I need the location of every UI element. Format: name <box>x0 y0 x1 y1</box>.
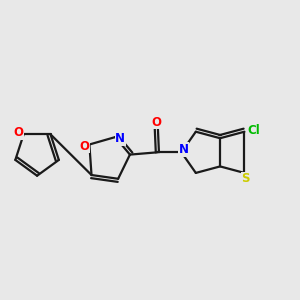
Text: O: O <box>151 116 161 128</box>
Text: N: N <box>116 132 125 145</box>
Text: S: S <box>241 172 250 185</box>
Text: O: O <box>13 126 23 139</box>
Text: O: O <box>79 140 89 153</box>
Text: Cl: Cl <box>247 124 260 137</box>
Text: N: N <box>179 143 189 156</box>
